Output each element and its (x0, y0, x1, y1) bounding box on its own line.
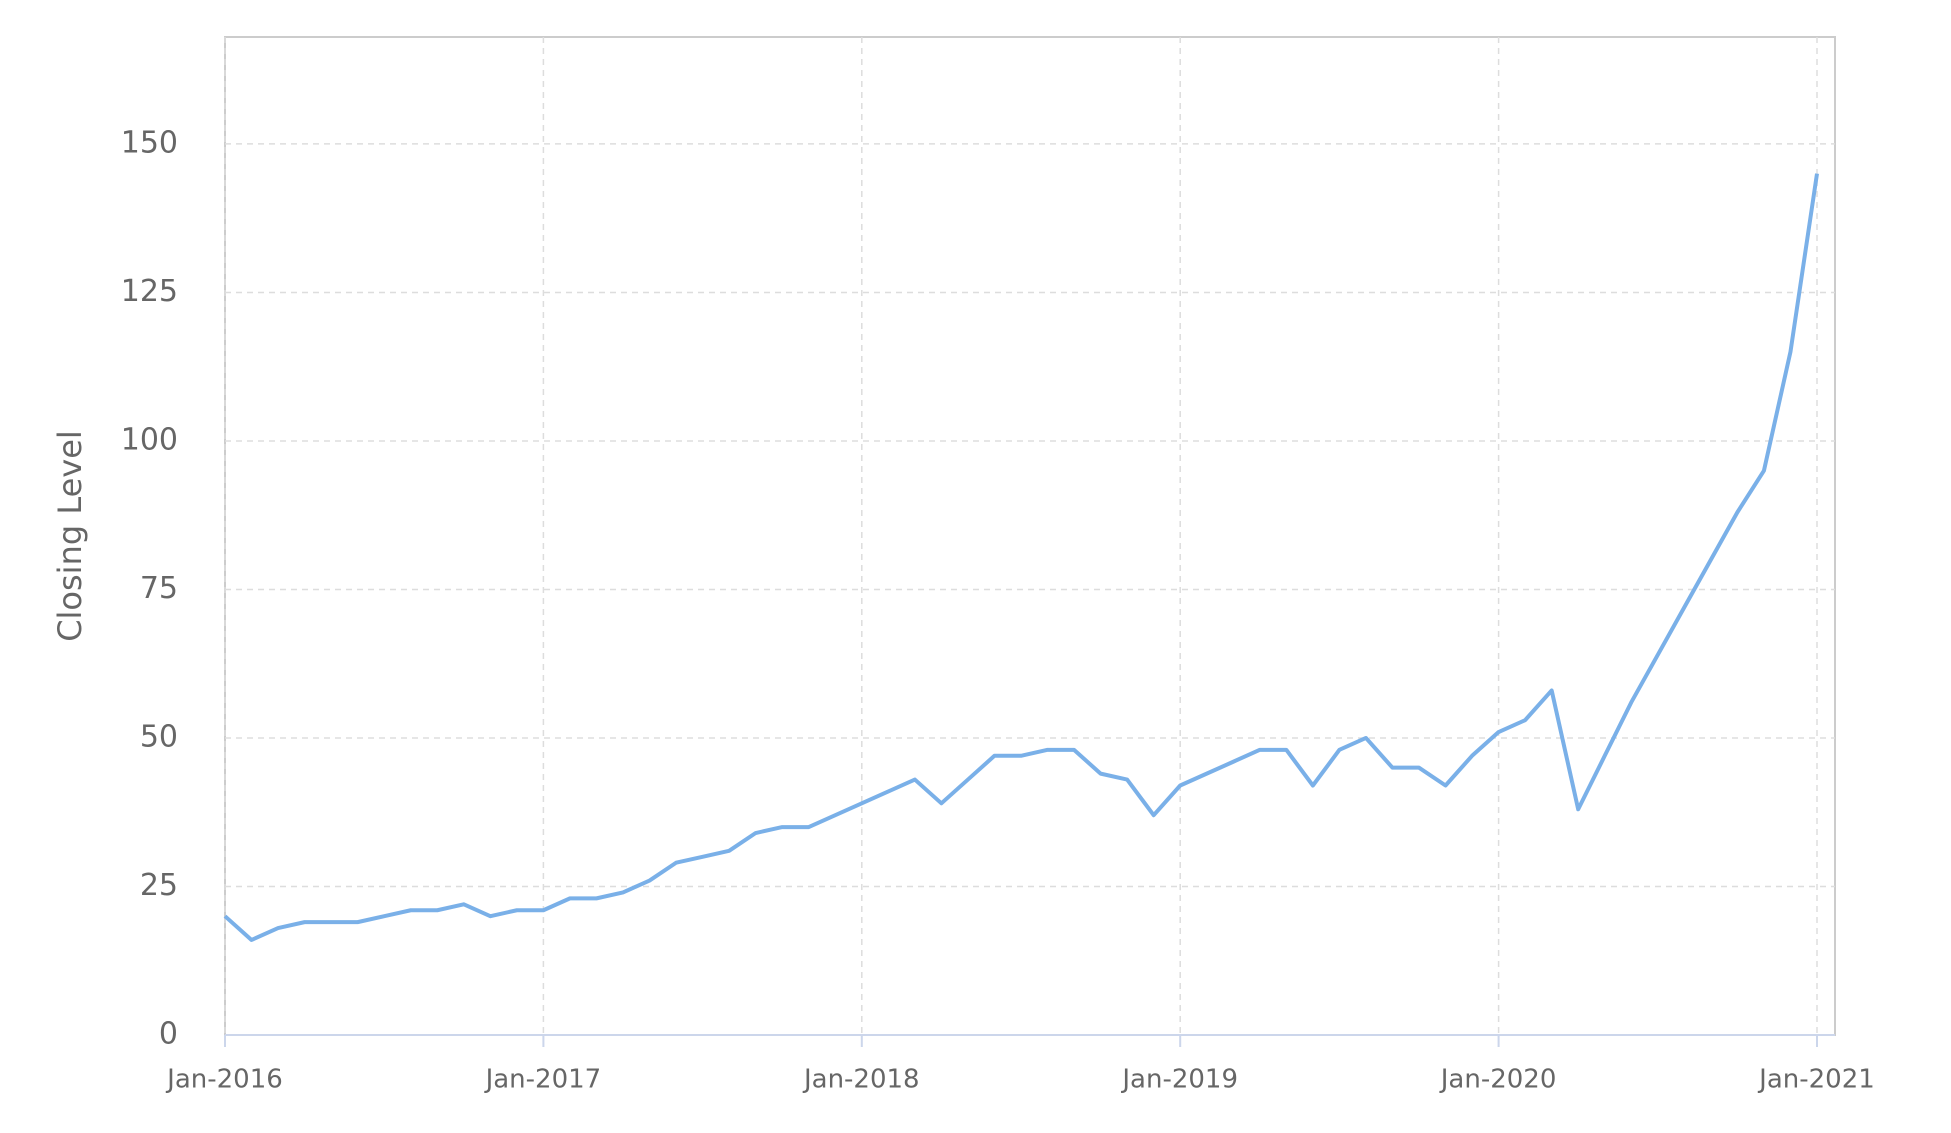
x-tick-label: Jan-2017 (484, 1065, 602, 1095)
y-tick-label: 75 (140, 571, 178, 606)
x-tick-label: Jan-2019 (1120, 1065, 1238, 1095)
y-tick-label: 100 (121, 422, 178, 457)
y-tick-label: 25 (140, 868, 178, 903)
y-tick-label: 150 (121, 125, 178, 160)
y-tick-label: 0 (159, 1017, 178, 1052)
x-tick-label: Jan-2020 (1439, 1065, 1557, 1095)
x-tick-label: Jan-2016 (165, 1065, 283, 1095)
x-tick-label: Jan-2018 (802, 1065, 920, 1095)
y-axis-label: Closing Level (51, 430, 89, 642)
y-tick-label: 50 (140, 719, 178, 754)
plot-frame (224, 36, 1836, 1036)
data-line (223, 173, 1819, 942)
x-tick-label: Jan-2021 (1757, 1065, 1875, 1095)
y-tick-label: 125 (121, 274, 178, 309)
